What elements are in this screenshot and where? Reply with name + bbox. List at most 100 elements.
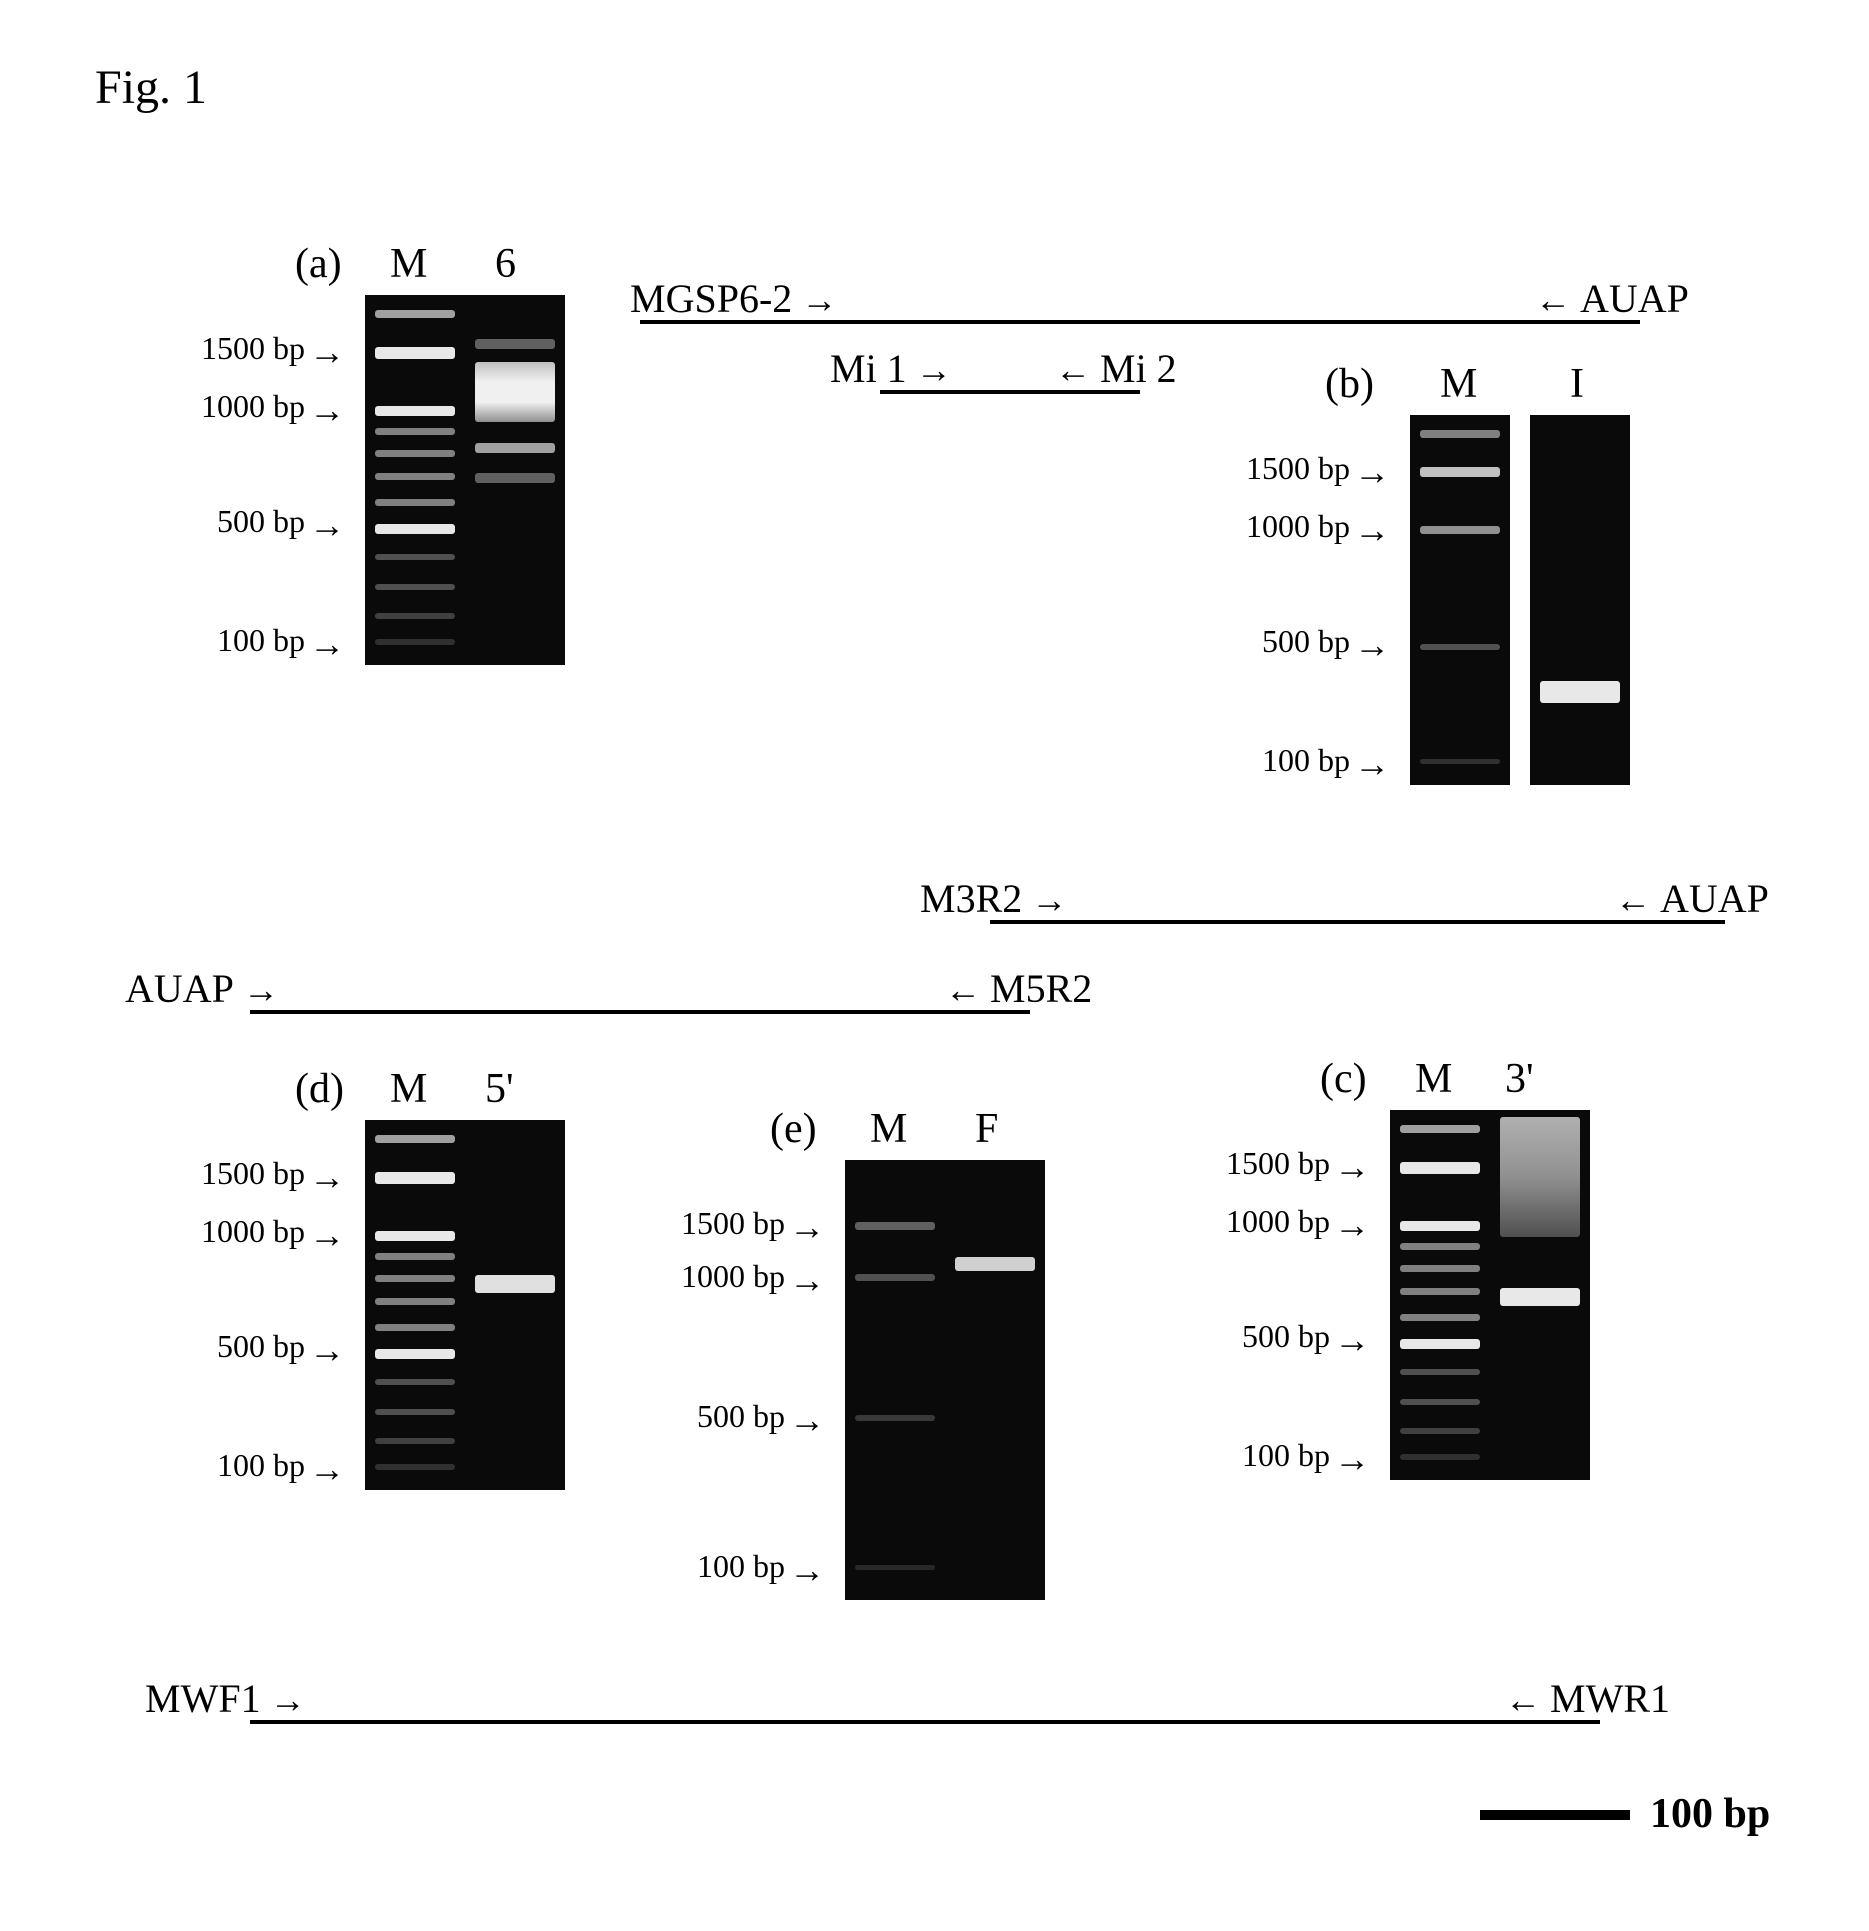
panel-c-gel-lane-sample bbox=[1490, 1110, 1590, 1480]
panel-c-lane-3p: 3' bbox=[1505, 1055, 1534, 1103]
scale-label: 100 bp bbox=[1650, 1790, 1770, 1838]
ladder-band bbox=[1400, 1428, 1480, 1434]
ladder-band bbox=[1400, 1125, 1480, 1133]
ladder-band bbox=[375, 406, 455, 416]
ladder-band bbox=[375, 428, 455, 435]
ladder-band bbox=[1420, 467, 1500, 477]
ladder-band bbox=[375, 524, 455, 534]
ladder-band bbox=[375, 1349, 455, 1359]
ladder-band bbox=[1420, 526, 1500, 534]
panel-c-gel-lane-m bbox=[1390, 1110, 1490, 1480]
figure-label: Fig. 1 bbox=[95, 60, 207, 115]
panel-b-gel-i bbox=[1530, 415, 1630, 785]
panel-a-lane-m: M bbox=[390, 240, 427, 288]
panel-d-label: (d) bbox=[295, 1065, 344, 1113]
scale-bar bbox=[1480, 1810, 1630, 1820]
sample-band bbox=[475, 473, 555, 483]
primer-auap-3: AUAP bbox=[125, 965, 279, 1012]
panel-d-marker-1500: 1500 bp bbox=[195, 1155, 345, 1198]
panel-e-label: (e) bbox=[770, 1105, 817, 1153]
panel-c-marker-100: 100 bp bbox=[1220, 1437, 1370, 1480]
primer-mwr1: MWR1 bbox=[1505, 1675, 1670, 1722]
panel-b-marker-100: 100 bp bbox=[1240, 742, 1390, 785]
primer-mi2: Mi 2 bbox=[1055, 345, 1177, 392]
ladder-band bbox=[1400, 1221, 1480, 1231]
panel-a-gel bbox=[365, 295, 565, 665]
amplicon-auap-m5r2 bbox=[250, 1010, 1030, 1014]
ladder-band bbox=[375, 1275, 455, 1282]
panel-a-marker-100: 100 bp bbox=[195, 622, 345, 665]
panel-d-gel-lane-m bbox=[365, 1120, 465, 1490]
ladder-band bbox=[375, 499, 455, 506]
ladder-band bbox=[1400, 1162, 1480, 1174]
primer-m5r2: M5R2 bbox=[945, 965, 1092, 1012]
ladder-band bbox=[375, 639, 455, 645]
panel-b-gel-m bbox=[1410, 415, 1510, 785]
panel-a-label: (a) bbox=[295, 240, 342, 288]
ladder-band bbox=[375, 584, 455, 590]
ladder-band bbox=[375, 1438, 455, 1444]
amplicon-mwf1-mwr1 bbox=[250, 1720, 1600, 1724]
ladder-band bbox=[1400, 1314, 1480, 1321]
ladder-band bbox=[375, 450, 455, 457]
primer-m3r2: M3R2 bbox=[920, 875, 1067, 922]
ladder-band bbox=[1420, 430, 1500, 438]
ladder-band bbox=[855, 1415, 935, 1421]
panel-b-lane-m: M bbox=[1440, 360, 1477, 408]
panel-a-marker-1500: 1500 bp bbox=[195, 330, 345, 373]
primer-auap-1: AUAP bbox=[1535, 275, 1689, 322]
panel-a-gel-lane-m bbox=[365, 295, 465, 665]
primer-auap-2: AUAP bbox=[1615, 875, 1769, 922]
ladder-band bbox=[375, 1231, 455, 1241]
primer-mi1: Mi 1 bbox=[830, 345, 952, 392]
amplicon-mi1-mi2 bbox=[880, 390, 1140, 394]
panel-e-gel-lane-m bbox=[845, 1160, 945, 1600]
sample-band bbox=[1540, 681, 1620, 703]
panel-e-marker-1500: 1500 bp bbox=[675, 1205, 825, 1248]
sample-band bbox=[1500, 1288, 1580, 1306]
ladder-band bbox=[375, 1409, 455, 1415]
sample-band bbox=[475, 443, 555, 453]
panel-c-marker-500: 500 bp bbox=[1220, 1318, 1370, 1361]
ladder-band bbox=[855, 1565, 935, 1570]
panel-a-gel-lane-sample bbox=[465, 295, 565, 665]
panel-b-lane-i: I bbox=[1570, 360, 1584, 408]
ladder-band bbox=[1400, 1339, 1480, 1349]
ladder-band bbox=[1420, 759, 1500, 764]
panel-d-lane-5p: 5' bbox=[485, 1065, 514, 1113]
primer-mwf1: MWF1 bbox=[145, 1675, 306, 1722]
panel-c-gel bbox=[1390, 1110, 1590, 1480]
ladder-band bbox=[1400, 1369, 1480, 1375]
panel-e-lane-f: F bbox=[975, 1105, 998, 1153]
sample-band bbox=[475, 362, 555, 422]
panel-e-gel-lane-sample bbox=[945, 1160, 1045, 1600]
sample-smear bbox=[1500, 1117, 1580, 1237]
panel-d-marker-500: 500 bp bbox=[195, 1328, 345, 1371]
ladder-band bbox=[1400, 1265, 1480, 1272]
ladder-band bbox=[375, 554, 455, 560]
panel-d-marker-1000: 1000 bp bbox=[195, 1213, 345, 1256]
panel-c-lane-m: M bbox=[1415, 1055, 1452, 1103]
panel-d-gel bbox=[365, 1120, 565, 1490]
ladder-band bbox=[375, 613, 455, 619]
panel-e-marker-100: 100 bp bbox=[675, 1548, 825, 1591]
sample-band bbox=[475, 1275, 555, 1293]
primer-mgsp62: MGSP6-2 bbox=[630, 275, 837, 322]
panel-b-marker-1500: 1500 bp bbox=[1240, 450, 1390, 493]
sample-band bbox=[475, 339, 555, 349]
panel-e-gel bbox=[845, 1160, 1045, 1600]
panel-a-marker-1000: 1000 bp bbox=[195, 388, 345, 431]
ladder-band bbox=[375, 1253, 455, 1260]
ladder-band bbox=[1400, 1399, 1480, 1405]
sample-band bbox=[955, 1257, 1035, 1271]
ladder-band bbox=[375, 473, 455, 480]
ladder-band bbox=[1400, 1288, 1480, 1295]
panel-c-marker-1500: 1500 bp bbox=[1220, 1145, 1370, 1188]
ladder-band bbox=[1420, 644, 1500, 650]
ladder-band bbox=[375, 1464, 455, 1470]
panel-a-marker-500: 500 bp bbox=[195, 503, 345, 546]
panel-d-gel-lane-sample bbox=[465, 1120, 565, 1490]
ladder-band bbox=[375, 310, 455, 318]
ladder-band bbox=[375, 1172, 455, 1184]
ladder-band bbox=[855, 1222, 935, 1230]
